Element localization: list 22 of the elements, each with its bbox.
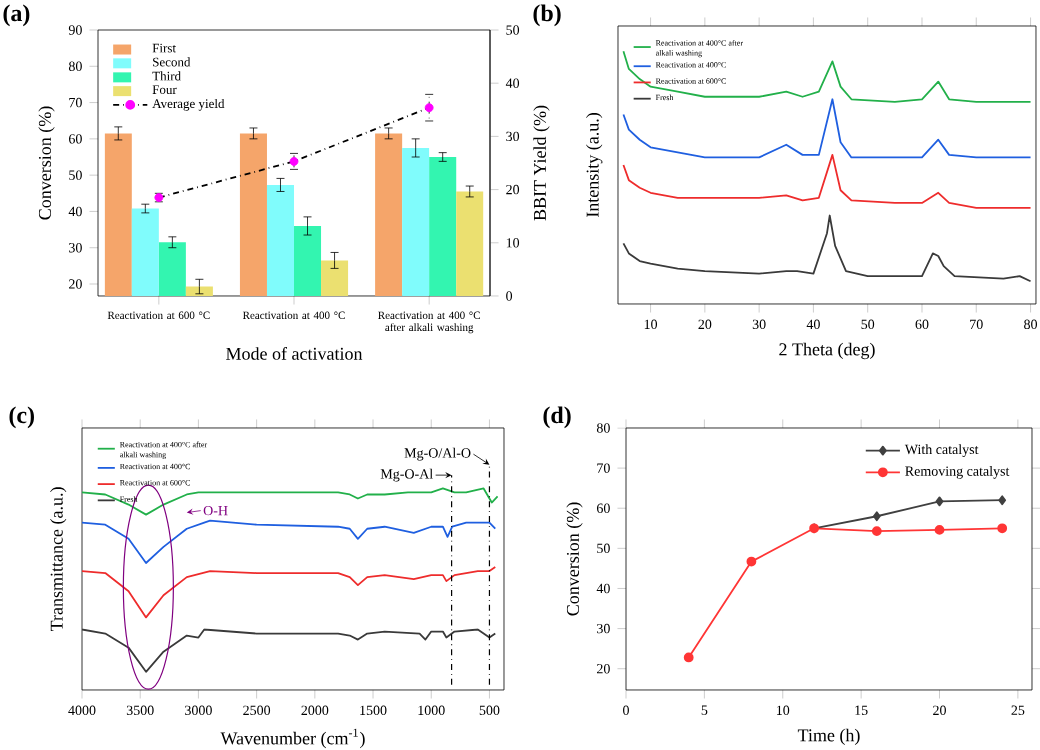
y-axis-title: Conversion (%)	[38, 106, 55, 220]
text: (a)	[3, 4, 30, 27]
point	[935, 496, 944, 507]
point	[683, 652, 694, 663]
x-axis-title: 2 Theta (deg)	[779, 342, 875, 360]
y-axis-title: Intensity (a.u.)	[586, 113, 603, 218]
point	[872, 511, 881, 522]
point	[746, 556, 757, 567]
point	[424, 103, 434, 113]
y-axis-title: Transmittance (a.u.)	[50, 487, 67, 632]
point	[998, 495, 1007, 506]
y2-axis-title: BBIT Yield (%)	[533, 105, 550, 221]
text: (c)	[9, 406, 34, 429]
text: (d)	[543, 406, 571, 429]
x-axis-title: Mode of activation	[226, 347, 363, 360]
text: (b)	[533, 4, 561, 27]
y-axis-title: Conversion (%)	[566, 502, 583, 616]
x-axis-title: Time (h)	[797, 728, 860, 746]
x-axis-title: Wavenumber (cm$^{-1}$)	[220, 728, 365, 749]
point	[871, 526, 882, 536]
point	[997, 523, 1008, 534]
point	[934, 524, 945, 535]
